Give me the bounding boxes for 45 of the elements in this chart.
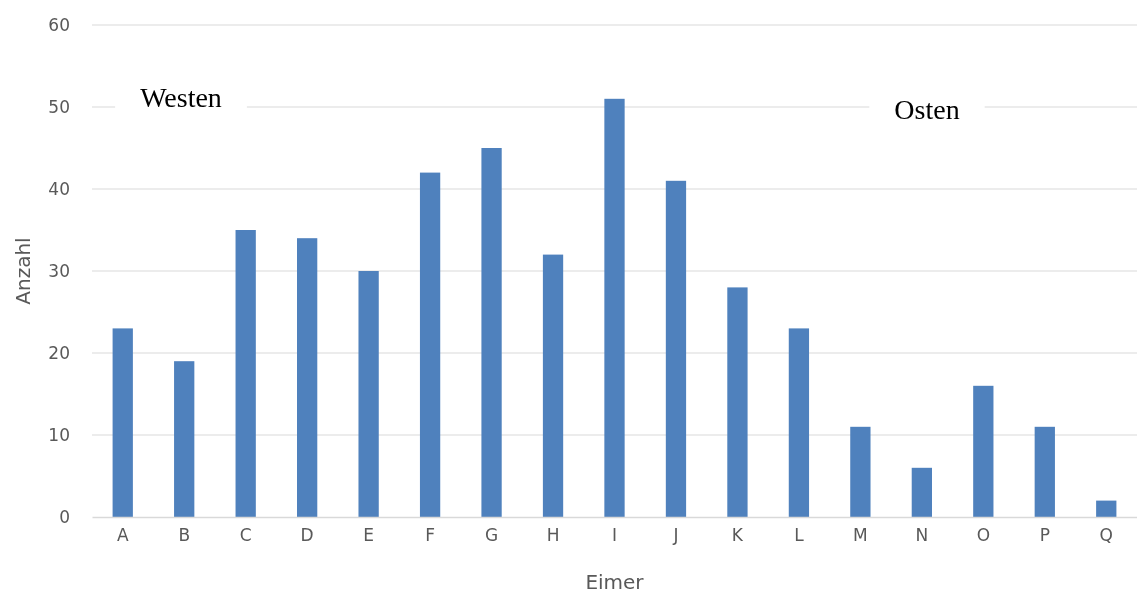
bar	[112, 328, 133, 517]
x-tick-label: J	[672, 525, 679, 546]
x-tick-label: L	[794, 525, 805, 546]
bar	[358, 271, 379, 517]
bar	[235, 230, 256, 517]
annotation: Osten	[894, 93, 960, 125]
y-tick-label: 0	[59, 506, 70, 527]
bar	[481, 148, 502, 517]
y-tick-label: 60	[48, 14, 70, 35]
annotation: Westen	[140, 81, 222, 113]
bar	[911, 467, 932, 517]
x-tick-label: N	[915, 525, 929, 546]
x-tick-label: E	[363, 525, 374, 546]
bar	[297, 238, 318, 517]
y-tick-label: 20	[48, 342, 70, 363]
bar	[1096, 500, 1117, 517]
bar	[665, 180, 687, 517]
bar	[542, 254, 564, 517]
y-tick-label: 50	[48, 96, 70, 117]
x-tick-label: M	[853, 525, 868, 546]
y-tick-label: 40	[48, 178, 70, 199]
bar	[1034, 426, 1055, 517]
x-tick-label: H	[546, 525, 560, 546]
y-tick-label: 30	[48, 260, 70, 281]
bar	[727, 287, 748, 517]
y-axis-title: Anzahl	[11, 237, 35, 305]
x-tick-label: I	[611, 525, 618, 546]
bar	[788, 328, 810, 517]
bar	[174, 361, 195, 517]
bar	[604, 98, 625, 517]
x-tick-label: C	[239, 525, 252, 546]
x-tick-label: D	[300, 525, 314, 546]
x-tick-label: F	[425, 525, 435, 546]
x-tick-label: B	[178, 525, 191, 546]
bar	[973, 385, 994, 517]
x-tick-label: K	[731, 525, 744, 546]
x-tick-label: O	[976, 525, 991, 546]
y-tick-label: 10	[48, 424, 70, 445]
bar	[419, 172, 441, 517]
x-tick-label: P	[1039, 525, 1050, 546]
x-tick-label: A	[116, 525, 129, 546]
x-tick-label: G	[484, 525, 499, 546]
x-axis-title: Eimer	[585, 570, 645, 594]
x-tick-label: Q	[1099, 525, 1113, 546]
bar	[850, 426, 871, 517]
